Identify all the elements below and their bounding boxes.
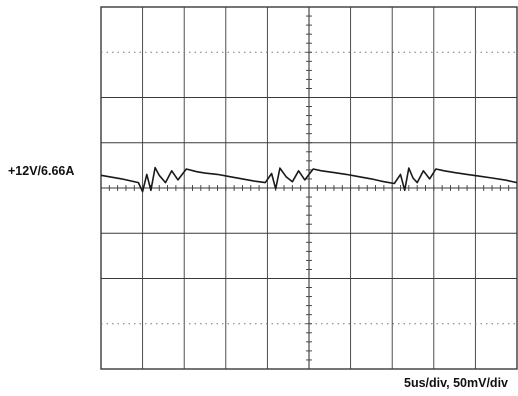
timebase-scale-label: 5us/div, 50mV/div	[404, 376, 508, 390]
graticule	[100, 6, 518, 370]
series-line	[100, 166, 518, 193]
channel-label: +12V/6.66A	[8, 164, 75, 178]
waveform-trace	[100, 166, 518, 193]
